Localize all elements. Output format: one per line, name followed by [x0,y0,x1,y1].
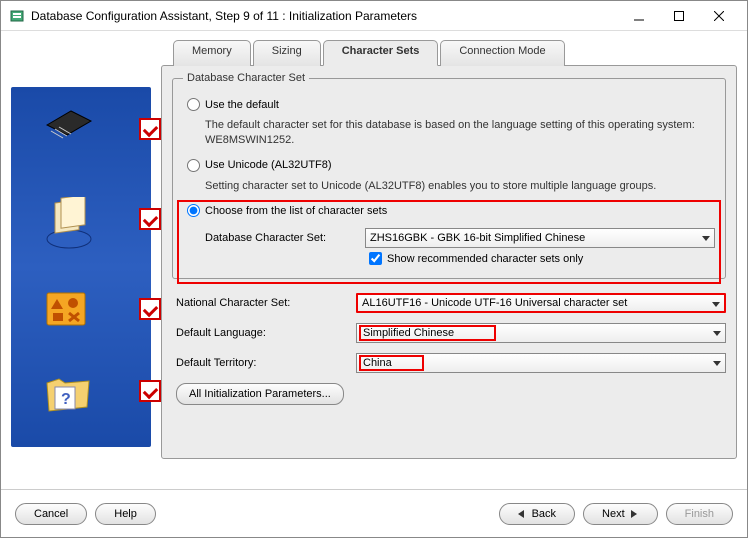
next-button[interactable]: Next [583,503,658,525]
tab-connection-mode[interactable]: Connection Mode [440,40,564,66]
national-charset-label: National Character Set: [176,297,356,309]
help-button[interactable]: Help [95,503,156,525]
chip-icon [41,105,97,148]
tabs: Memory Sizing Character Sets Connection … [173,39,737,65]
db-charset-label: Database Character Set: [205,232,365,244]
default-territory-value: China [359,355,424,371]
titlebar: Database Configuration Assistant, Step 9… [1,1,747,31]
radio-use-default[interactable]: Use the default [187,98,279,111]
database-charset-group: Database Character Set Use the default T… [172,72,726,279]
group-legend: Database Character Set [183,72,309,84]
close-button[interactable] [699,2,739,30]
default-territory-label: Default Territory: [176,357,356,369]
footer: Cancel Help Back Next Finish [1,489,747,537]
national-charset-select[interactable]: AL16UTF16 - Unicode UTF-16 Universal cha… [356,293,726,313]
radio-use-unicode-label: Use Unicode (AL32UTF8) [205,159,332,171]
default-language-select[interactable]: Simplified Chinese [356,323,726,343]
show-recommended-label: Show recommended character sets only [387,253,583,265]
next-button-label: Next [602,508,625,520]
minimize-button[interactable] [619,2,659,30]
radio-use-default-label: Use the default [205,99,279,111]
window-title: Database Configuration Assistant, Step 9… [31,9,619,23]
back-button[interactable]: Back [499,503,575,525]
step-4-check [137,379,163,403]
shapes-icon [41,287,91,334]
maximize-button[interactable] [659,2,699,30]
svg-text:?: ? [61,391,71,408]
back-button-label: Back [532,508,556,520]
radio-use-unicode[interactable]: Use Unicode (AL32UTF8) [187,159,332,172]
documents-icon [41,197,97,254]
show-recommended-input[interactable] [369,252,382,265]
radio-choose-list-label: Choose from the list of character sets [205,205,387,217]
chevron-right-icon [629,510,639,518]
all-init-params-button[interactable]: All Initialization Parameters... [176,383,344,405]
db-charset-select[interactable]: ZHS16GBK - GBK 16-bit Simplified Chinese [365,228,715,248]
tab-panel-character-sets: Database Character Set Use the default T… [161,65,737,459]
step-2-check [137,207,163,231]
radio-use-default-input[interactable] [187,98,200,111]
default-language-label: Default Language: [176,327,356,339]
default-language-value: Simplified Chinese [359,325,496,341]
main-panel: Memory Sizing Character Sets Connection … [161,39,737,489]
finish-button[interactable]: Finish [666,503,733,525]
default-territory-select[interactable]: China [356,353,726,373]
radio-use-unicode-input[interactable] [187,159,200,172]
wizard-steps-panel: ? [11,87,151,447]
unicode-desc: Setting character set to Unicode (AL32UT… [205,179,715,194]
radio-choose-list[interactable]: Choose from the list of character sets [187,204,387,217]
help-folder-icon: ? [41,367,97,420]
lower-fields: National Character Set: AL16UTF16 - Unic… [176,293,726,373]
step-1-check [137,117,163,141]
radio-choose-list-input[interactable] [187,204,200,217]
show-recommended-checkbox[interactable]: Show recommended character sets only [369,252,583,265]
chevron-left-icon [518,510,528,518]
default-desc: The default character set for this datab… [205,118,715,149]
tab-sizing[interactable]: Sizing [253,40,321,66]
tab-memory[interactable]: Memory [173,40,251,66]
tab-character-sets[interactable]: Character Sets [323,40,439,66]
cancel-button[interactable]: Cancel [15,503,87,525]
app-icon [9,8,25,24]
content-area: ? Memory Sizing Character Sets Connectio… [1,31,747,489]
step-3-check [137,297,163,321]
